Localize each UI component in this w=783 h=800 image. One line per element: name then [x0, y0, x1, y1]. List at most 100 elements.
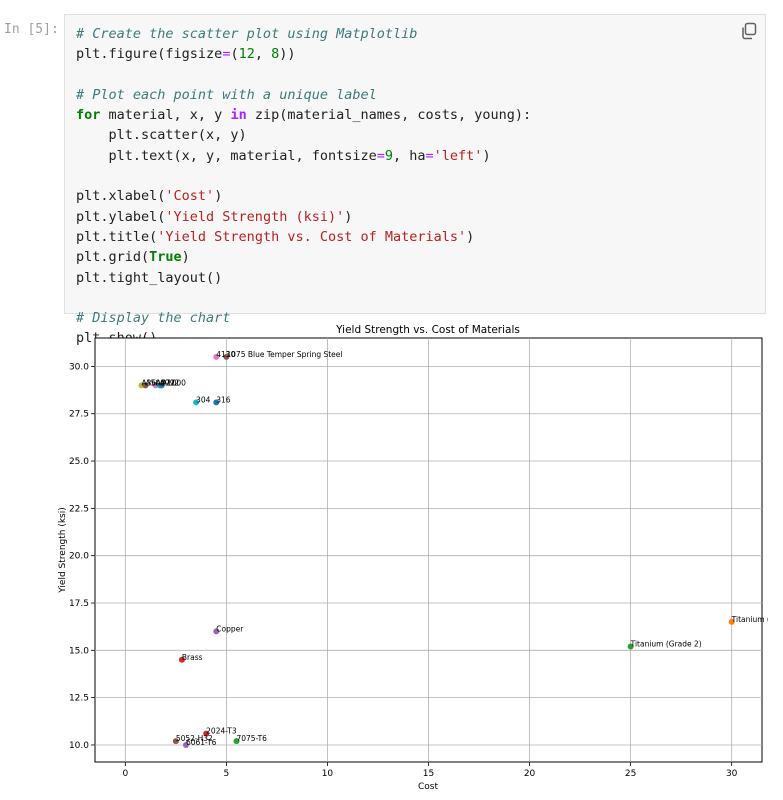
code-token: ( — [230, 46, 239, 63]
code-token: ) — [482, 147, 491, 164]
scatter-chart: 0 5 10 15 20 25 30 10.0 12.5 15.0 17.5 20.0 22.5 25.0… — [58, 324, 783, 792]
point-label: Copper — [216, 624, 244, 633]
code-token: plt.text(x, y, material, fontsize — [76, 147, 377, 164]
point-label: A36 — [141, 378, 156, 387]
code-token: , ha — [393, 147, 426, 164]
code-token: 'Yield Strength (ksi)' — [165, 208, 345, 225]
x-tick-label: 20 — [524, 769, 536, 779]
code-line: plt.tight_layout() — [76, 270, 222, 286]
code-token: # Plot each point with a unique label — [76, 86, 377, 103]
point-label: 1075 Blue Temper Spring Steel — [226, 350, 342, 359]
y-tick-label: 22.5 — [69, 504, 89, 514]
code-token: ) — [466, 228, 475, 245]
scatter-point — [203, 730, 210, 737]
code-token: 'Cost' — [165, 188, 215, 205]
scatter-point — [213, 628, 220, 635]
code-token: 'Yield Strength vs. Cost of Materials' — [157, 228, 467, 245]
code-token: in — [230, 107, 247, 124]
y-tick-label: 15.0 — [69, 646, 89, 656]
code-token: )) — [279, 46, 296, 63]
code-line: for material, x, y in zip(material_names… — [76, 107, 531, 123]
code-token: plt.grid( — [76, 249, 150, 266]
point-label: Titanium (Grade 2) — [630, 640, 702, 649]
code-token: ) — [181, 249, 190, 266]
code-token: ) — [214, 188, 223, 205]
grid-lines — [95, 338, 762, 762]
scatter-point — [193, 399, 200, 406]
point-label: 2024-T3 — [206, 727, 237, 736]
code-line: plt.xlabel('Cost') — [76, 188, 222, 204]
scatter-point — [213, 399, 220, 406]
point-label: A572 — [156, 378, 176, 387]
code-token: plt.scatter(x, y) — [76, 127, 247, 144]
code-token: = — [425, 147, 434, 164]
code-token: = — [222, 46, 231, 63]
cell-output: 0 5 10 15 20 25 30 10.0 12.5 15.0 17.5 20.0 22.5 25.0… — [52, 320, 783, 800]
scatter-point — [172, 738, 179, 745]
axis-ticks: 0 5 10 15 20 25 30 10.0 12.5 15.0 17.5 20.0 22.5 25.0… — [69, 362, 738, 779]
code-line: # Display the chart — [76, 310, 230, 326]
y-tick-label: 10.0 — [69, 741, 89, 751]
scatter-point — [178, 656, 185, 663]
code-token: ) — [344, 208, 353, 225]
code-line: plt.scatter(x, y) — [76, 127, 247, 143]
scatter-point — [142, 382, 149, 389]
code-token: 9 — [384, 147, 394, 164]
code-line: plt.text(x, y, material, fontsize=9, ha=… — [76, 148, 491, 164]
scatter-point — [223, 353, 230, 360]
code-cell[interactable]: # Create the scatter plot using Matplotl… — [64, 14, 766, 346]
y-tick-label: 17.5 — [69, 599, 89, 609]
y-tick-label: 27.5 — [69, 410, 89, 420]
code-token: 12 — [238, 46, 255, 63]
code-editor[interactable]: # Create the scatter plot using Matplotl… — [76, 24, 531, 349]
code-token: plt.title( — [76, 228, 158, 245]
x-tick-label: 15 — [423, 769, 434, 779]
scatter-point — [728, 618, 735, 625]
data-points — [138, 353, 735, 748]
point-label: 7075-T6 — [236, 734, 267, 743]
scatter-point — [213, 353, 220, 360]
x-axis-label: Cost — [418, 782, 438, 792]
code-line: plt.grid(True) — [76, 249, 190, 265]
code-token: zip(material_names, costs, young): — [246, 107, 532, 124]
code-line: # Plot each point with a unique label — [76, 87, 377, 103]
point-label: 4130 — [216, 350, 235, 359]
point-label: Brass — [182, 653, 203, 662]
code-token: for — [76, 107, 101, 124]
code-token: plt.figure(figsize — [76, 46, 223, 63]
point-label: A1000 — [162, 378, 186, 387]
code-token: # Display the chart — [76, 310, 231, 327]
y-tick-label: 25.0 — [69, 457, 89, 467]
point-label: 316 — [216, 395, 231, 404]
cell-prompt: In [5]: — [4, 22, 59, 37]
code-token: plt.xlabel( — [76, 188, 166, 205]
scatter-point — [627, 643, 634, 650]
scatter-point — [233, 738, 240, 745]
chart-title: Yield Strength vs. Cost of Materials — [335, 324, 520, 336]
x-tick-label: 0 — [122, 769, 128, 779]
x-tick-label: 5 — [224, 769, 230, 779]
y-tick-label: 12.5 — [69, 694, 89, 704]
code-token: True — [149, 249, 182, 266]
x-tick-label: 30 — [726, 769, 738, 779]
point-label: 5052-H32 — [176, 734, 213, 743]
x-tick-label: 25 — [625, 769, 636, 779]
code-line: plt.ylabel('Yield Strength (ksi)') — [76, 209, 352, 225]
point-label: A500 — [146, 378, 166, 387]
y-tick-label: 20.0 — [69, 552, 89, 562]
scatter-point — [158, 382, 165, 389]
code-token: , — [254, 46, 272, 63]
y-tick-label: 30.0 — [69, 362, 89, 372]
point-label: 304 — [196, 395, 211, 404]
x-tick-label: 10 — [322, 769, 334, 779]
code-token: # Create the scatter plot using Matplotl… — [76, 26, 418, 42]
code-line: plt.figure(figsize=(12, 8)) — [76, 46, 296, 62]
code-token: = — [376, 147, 385, 164]
code-token: 'left' — [433, 147, 483, 164]
point-label: Titanium (Grade 5) — [731, 615, 768, 624]
scatter-point — [182, 741, 189, 748]
code-token: 8 — [271, 46, 280, 63]
copy-icon[interactable] — [739, 21, 759, 41]
point-label: 6061-T6 — [186, 738, 217, 747]
